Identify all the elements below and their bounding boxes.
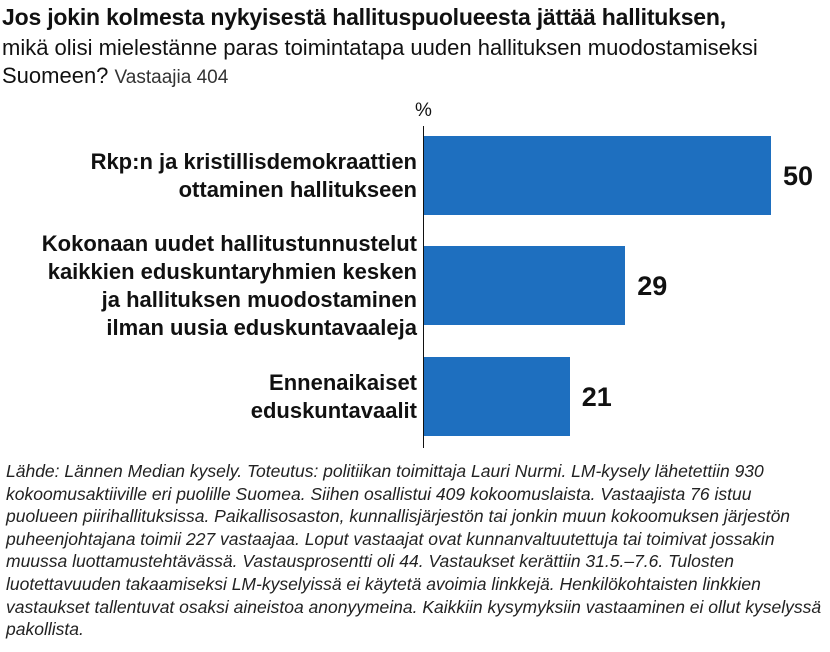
category-label-line: ottaminen hallitukseen xyxy=(178,176,417,202)
category-label-line: Rkp:n ja kristillisdemokraattien xyxy=(90,148,417,174)
subtitle-question: mikä olisi mielestänne paras toimintatap… xyxy=(2,35,758,88)
chart-subtitle: mikä olisi mielestänne paras toimintatap… xyxy=(2,34,828,92)
category-label-line: eduskuntavaalit xyxy=(250,397,417,423)
bar-value-label-2: 21 xyxy=(581,381,612,412)
category-label-line: ilman uusia eduskuntavaaleja xyxy=(106,314,417,340)
value-axis-line xyxy=(423,126,424,448)
respondent-count: Vastaajia 404 xyxy=(114,67,229,88)
category-label-line: Ennenaikaiset xyxy=(269,369,417,395)
category-label-line: kaikkien eduskuntaryhmien kesken xyxy=(47,258,417,284)
bar-2 xyxy=(424,357,570,436)
unit-label: % xyxy=(415,100,432,121)
category-label-line: ja hallituksen muodostaminen xyxy=(101,286,417,312)
bar-value-label-0: 50 xyxy=(783,160,814,191)
bar-value-label-1: 29 xyxy=(637,270,668,301)
footnote: Lähde: Lännen Median kysely. Toteutus: p… xyxy=(6,461,822,640)
chart-title: Jos jokin kolmesta nykyisestä hallituspu… xyxy=(2,4,726,30)
category-label-2: Ennenaikaiset eduskuntavaalit xyxy=(251,369,417,425)
bar-1 xyxy=(424,246,626,325)
bar-0 xyxy=(424,136,771,215)
category-label-line: Kokonaan uudet hallitustunnustelut xyxy=(41,230,417,256)
category-label-0: Rkp:n ja kristillisdemokraattien ottamine… xyxy=(91,148,417,204)
category-label-1: Kokonaan uudet hallitustunnustelut kaikki… xyxy=(42,230,417,342)
